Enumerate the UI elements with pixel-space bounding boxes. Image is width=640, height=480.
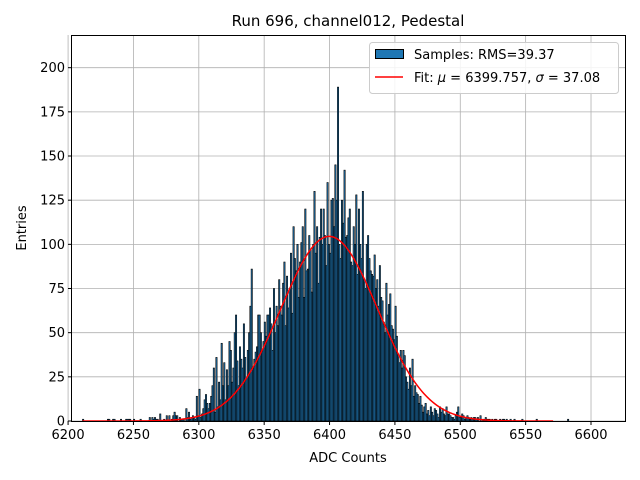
x-tick-label: 6400: [313, 428, 346, 443]
chart-title: Run 696, channel012, Pedestal: [232, 12, 465, 30]
y-tick-label: 125: [40, 194, 65, 209]
y-tick-label: 150: [40, 150, 65, 165]
x-axis-title: ADC Counts: [309, 451, 387, 466]
x-tick-label: 6300: [182, 428, 215, 443]
legend-fit-part-1: Fit:: [414, 71, 438, 86]
fit-curve: [82, 235, 554, 422]
plot-frame: [71, 35, 626, 422]
legend-fit-part-2: = 6399.757,: [446, 71, 535, 86]
legend-fit-sigma: σ: [536, 71, 545, 86]
y-axis-title: Entries: [15, 205, 30, 251]
legend: Samples: RMS=39.37 Fit: μ = 6399.757, σ …: [369, 42, 619, 94]
x-tick-label: 6600: [574, 428, 607, 443]
legend-samples-patch: [375, 49, 404, 59]
legend-box: [369, 42, 619, 94]
histogram-bar: [567, 418, 570, 422]
y-tick-label: 0: [57, 415, 65, 430]
x-tick-label: 6500: [444, 428, 477, 443]
y-tick-label: 175: [40, 105, 65, 120]
x-tick-label: 6450: [378, 428, 411, 443]
y-tick-label: 100: [40, 238, 65, 253]
legend-fit-part-3: = 37.08: [544, 71, 600, 86]
legend-samples-label: Samples: RMS=39.37: [414, 48, 555, 63]
legend-fit-label: Fit: μ = 6399.757, σ = 37.08: [414, 71, 600, 86]
x-tick-label: 6200: [52, 428, 85, 443]
y-tick-label: 200: [40, 61, 65, 76]
y-axis-ticks: 0 25 50 75 100 125 150 175 200: [40, 61, 72, 430]
x-tick-label: 6550: [509, 428, 542, 443]
y-tick-label: 50: [48, 326, 65, 341]
y-tick-label: 75: [48, 282, 65, 297]
legend-fit-mu: μ: [437, 71, 446, 86]
x-tick-label: 6350: [248, 428, 281, 443]
x-tick-label: 6250: [117, 428, 150, 443]
x-axis-ticks: 6200 6250 6300 6350 6400 6450 6500 6550 6600: [52, 421, 608, 443]
y-tick-label: 25: [48, 370, 65, 385]
